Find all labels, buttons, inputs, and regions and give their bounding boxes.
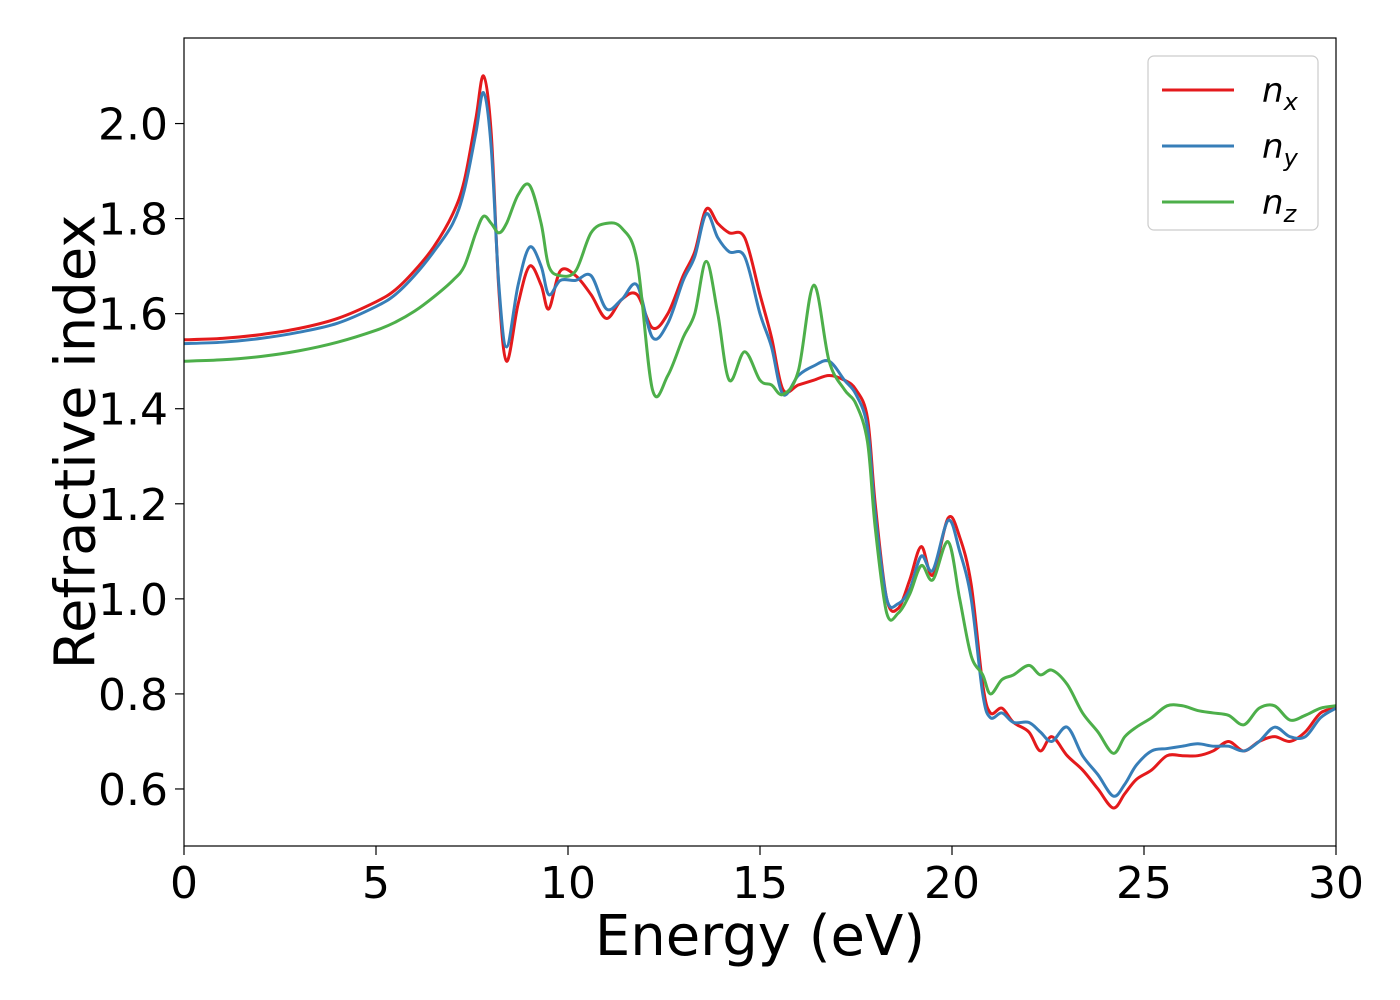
x-tick-label: 30 [1308,858,1364,909]
y-tick-label: 1.8 [98,195,168,246]
y-tick-label: 0.8 [98,670,168,721]
x-tick-label: 20 [924,858,980,909]
x-tick-label: 10 [540,858,596,909]
y-tick-label: 1.2 [98,480,168,531]
x-tick-label: 25 [1116,858,1172,909]
x-tick-label: 5 [362,858,390,909]
legend-box [1147,55,1319,231]
series-line-ny [184,91,1336,798]
y-tick-label: 0.6 [98,765,168,816]
y-tick-label: 1.6 [98,290,168,341]
y-axis-title: Refractive index [44,215,109,670]
y-tick-label: 2.0 [98,100,168,151]
legend: nx ny nz [1147,55,1319,231]
legend-label-ny: ny [1262,127,1299,172]
legend-label-nz: nz [1262,183,1298,228]
x-axis-title: Energy (eV) [595,904,925,969]
y-axis: 0.6 0.8 1.0 1.2 1.4 1.6 1.8 2.0 [98,100,184,816]
x-tick-label: 0 [170,858,198,909]
series-layer [184,74,1336,810]
legend-label-nx: nx [1262,71,1299,116]
y-tick-label: 1.4 [98,385,168,436]
y-tick-label: 1.0 [98,575,168,626]
x-tick-label: 15 [732,858,788,909]
series-line-nz [184,182,1336,755]
x-axis: 0 5 10 15 20 25 30 [170,846,1364,909]
